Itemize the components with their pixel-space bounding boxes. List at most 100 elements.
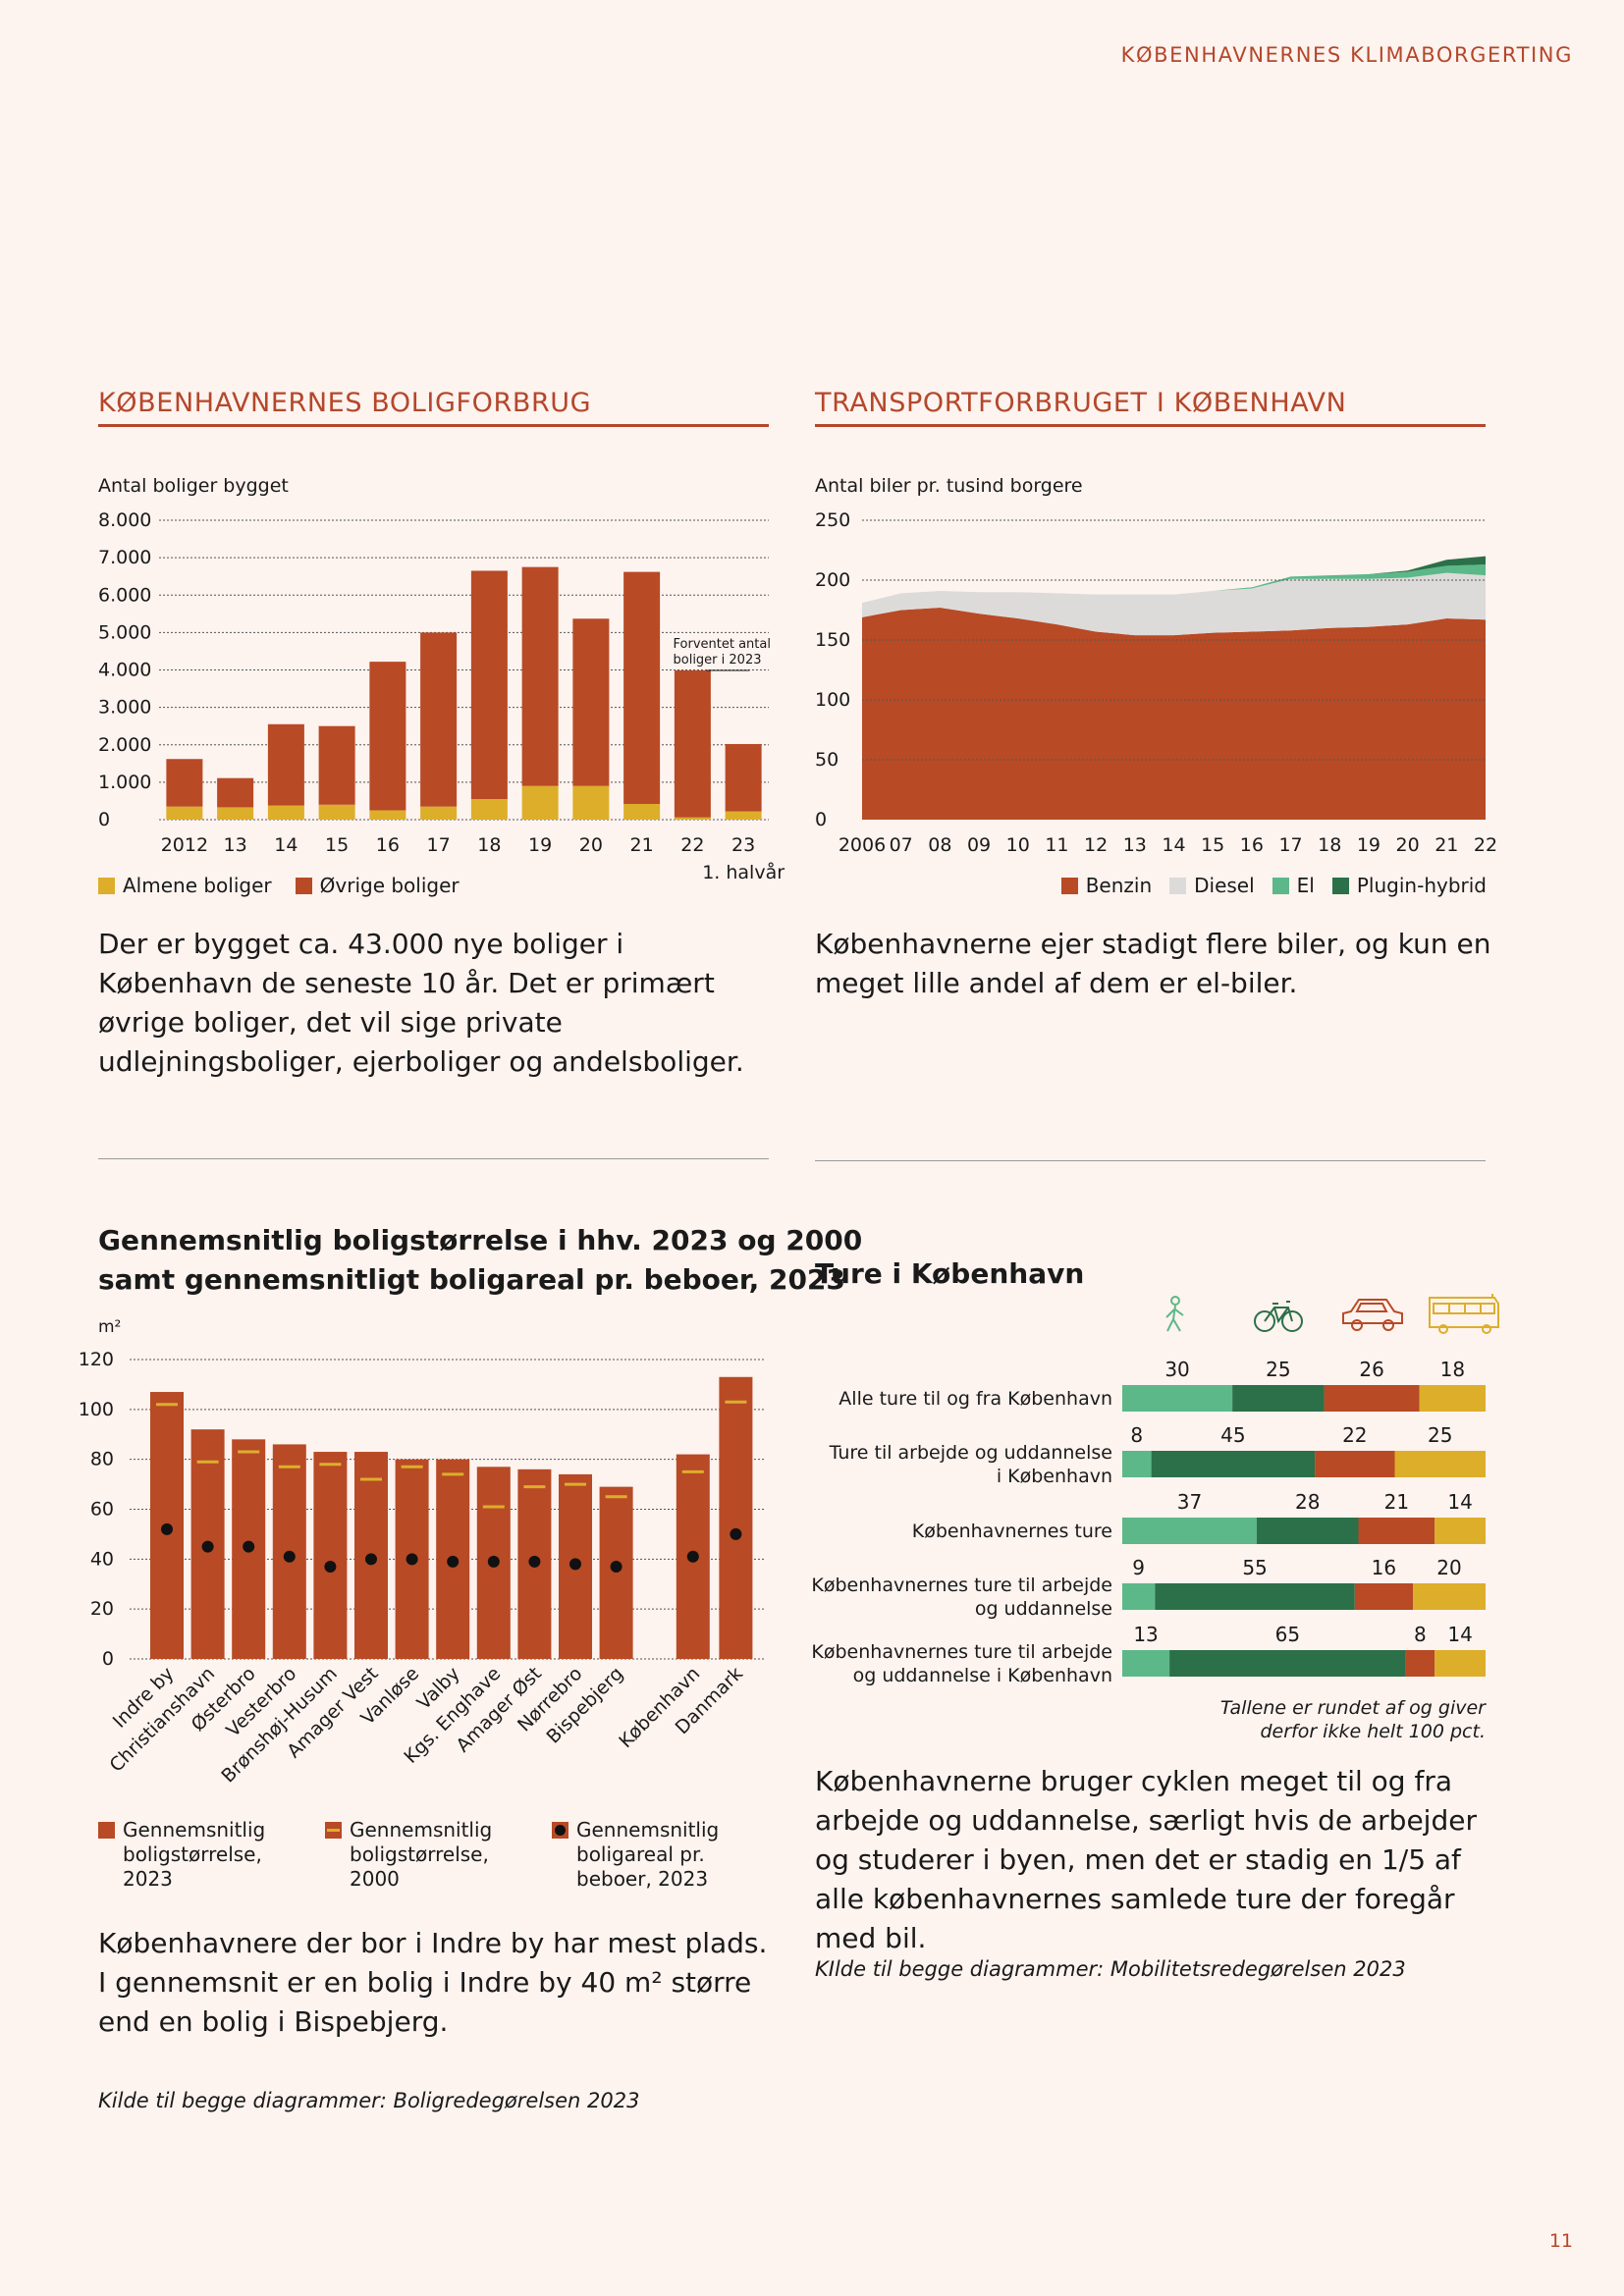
legend-swatch [1272, 878, 1289, 894]
y-tick-label: 0 [102, 1648, 114, 1670]
legend-plugin-hybrid: Plugin-hybrid [1331, 874, 1487, 898]
housing-legend: Almene boliger Øvrige boliger [98, 874, 460, 898]
x-tick-label: 11 [1045, 834, 1068, 856]
size-y-unit: m² [98, 1317, 122, 1337]
legend-swatch [1331, 878, 1349, 894]
dot-area-per-resident [365, 1553, 377, 1566]
legend-swatch [98, 1822, 115, 1839]
dot-area-per-resident [406, 1553, 418, 1566]
value-label: 8 [1414, 1623, 1427, 1646]
bar-segment [470, 799, 508, 820]
value-label: 55 [1242, 1556, 1267, 1579]
bar-segment [470, 570, 508, 800]
y-tick-label: 3.000 [98, 697, 151, 719]
bar-segment [420, 806, 458, 820]
legend-ovrige: Øvrige boliger [295, 874, 460, 898]
bar-segment [1358, 1518, 1435, 1544]
bar-segment [369, 662, 406, 811]
dot-area-per-resident [610, 1560, 623, 1573]
value-label: 30 [1164, 1358, 1189, 1381]
row-label: Københavnernes ture til arbejde [811, 1641, 1112, 1663]
x-tick-label: 20 [579, 834, 603, 856]
annotation-text: Forventet antal [674, 637, 771, 652]
bar-segment [1122, 1385, 1233, 1412]
y-tick-label: 6.000 [98, 584, 151, 606]
annotation-text: boliger i 2023 [674, 653, 762, 667]
transport-section-title: TRANSPORTFORBRUGET I KØBENHAVN [815, 388, 1347, 418]
value-label: 28 [1295, 1490, 1320, 1514]
y-tick-label: 20 [90, 1598, 114, 1620]
x-tick-label: 12 [1084, 834, 1108, 856]
y-tick-label: 40 [90, 1548, 114, 1570]
x-tick-label: 16 [376, 834, 400, 856]
x-tick-label: 13 [1123, 834, 1147, 856]
transport-title-rule [815, 424, 1486, 427]
row-label: Københavnernes ture til arbejde [811, 1575, 1112, 1596]
row-label: og uddannelse i København [853, 1665, 1112, 1686]
bar [719, 1376, 753, 1659]
walk-icon [1165, 1296, 1184, 1332]
x-tick-label: 17 [1278, 834, 1302, 856]
legend-el: El [1272, 874, 1315, 898]
value-label: 16 [1372, 1556, 1396, 1579]
legend-diesel: Diesel [1169, 874, 1255, 898]
bar-segment [1122, 1518, 1257, 1544]
y-tick-label: 100 [79, 1399, 114, 1420]
y-tick-label: 150 [815, 629, 850, 651]
y-tick-label: 50 [815, 749, 839, 771]
dot-area-per-resident [324, 1560, 337, 1573]
section-divider-left [98, 1158, 769, 1159]
x-tick-label: 09 [967, 834, 991, 856]
bar-segment [1405, 1650, 1435, 1677]
value-label: 14 [1447, 1623, 1472, 1646]
bar-segment [1435, 1518, 1486, 1544]
bar-segment [1419, 1385, 1486, 1412]
bar-segment [217, 807, 254, 820]
bar-segment [1122, 1583, 1156, 1610]
x-tick-label: 22 [1474, 834, 1497, 856]
legend-benzin: Benzin [1060, 874, 1152, 898]
size-body-text: Københavnere der bor i Indre by har mest… [98, 1927, 768, 2038]
bar [599, 1486, 633, 1659]
bar-segment [1155, 1583, 1355, 1610]
x-tick-label: 22 [680, 834, 704, 856]
x-tick-label: 2006 [839, 834, 886, 856]
bar-segment [267, 723, 304, 806]
value-label: 8 [1130, 1423, 1143, 1447]
bar-segment [1435, 1650, 1486, 1677]
x-tick-label: 14 [274, 834, 298, 856]
legend-area-per-resident: Gennemsnitlig boligareal pr. beboer, 202… [552, 1818, 778, 1892]
size-chart-title-line1: Gennemsnitlig boligstørrelse i hhv. 2023… [98, 1224, 863, 1256]
housing-title-rule [98, 424, 769, 427]
dot-area-per-resident [201, 1540, 214, 1553]
bar-segment [1354, 1583, 1413, 1610]
bar-segment [318, 804, 355, 820]
x-tick-label: 15 [325, 834, 349, 856]
dot-area-per-resident [161, 1522, 173, 1535]
bar-segment [1122, 1451, 1152, 1477]
y-tick-label: 250 [815, 509, 850, 531]
legend-swatch [552, 1822, 568, 1839]
bar-segment [318, 725, 355, 805]
value-label: 13 [1133, 1623, 1158, 1646]
bar-segment [623, 803, 661, 820]
y-tick-label: 8.000 [98, 509, 151, 531]
bar-segment [166, 759, 203, 807]
trips-source: KIlde til begge diagrammer: Mobilitetsre… [815, 1957, 1406, 1981]
x-tick-label: 15 [1201, 834, 1224, 856]
bar-segment [369, 810, 406, 820]
page-number: 11 [1548, 2230, 1573, 2252]
value-label: 20 [1436, 1556, 1461, 1579]
bar-segment [725, 743, 762, 812]
dot-area-per-resident [487, 1555, 500, 1568]
value-label: 22 [1342, 1423, 1367, 1447]
legend-swatch [1169, 878, 1187, 894]
bar-segment [1315, 1451, 1395, 1477]
bar-segment [572, 618, 610, 786]
x-tick-label: 08 [928, 834, 951, 856]
x-tick-label: 10 [1006, 834, 1030, 856]
y-tick-label: 5.000 [98, 621, 151, 643]
x-tick-label: 20 [1396, 834, 1420, 856]
row-label: Ture til arbejde og uddannelse [829, 1442, 1112, 1464]
